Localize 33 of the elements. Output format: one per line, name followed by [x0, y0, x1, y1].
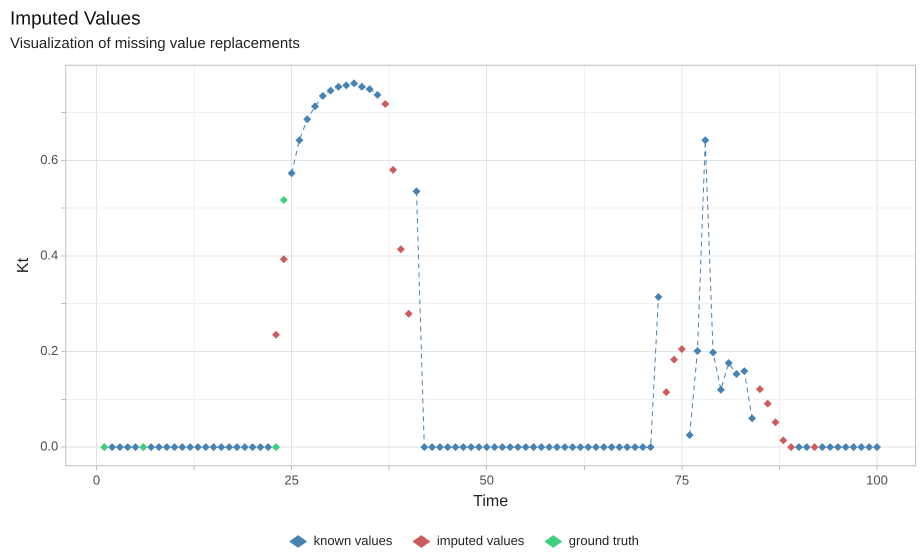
point — [389, 166, 398, 174]
chart-subtitle: Visualization of missing value replacements — [10, 34, 300, 52]
point — [404, 310, 413, 318]
x-axis-title: Time — [473, 492, 508, 510]
point — [772, 418, 780, 426]
point — [280, 255, 288, 264]
legend-label: ground truth — [568, 533, 639, 548]
point — [272, 330, 280, 339]
point — [678, 345, 686, 354]
x-tick-label: 75 — [674, 472, 690, 488]
x-tick-label: 100 — [866, 472, 888, 488]
x-tick-label: 50 — [480, 472, 494, 488]
point — [272, 443, 280, 452]
y-tick-label: 0.6 — [40, 152, 58, 167]
y-axis-title: Kt — [15, 257, 32, 274]
point — [756, 385, 764, 394]
point — [662, 388, 670, 396]
y-tick-label: 0.0 — [40, 438, 58, 454]
point — [779, 436, 788, 444]
point — [764, 400, 772, 408]
x-tick-label: 0 — [92, 472, 100, 488]
legend-label: known values — [314, 533, 393, 548]
x-tick-label: 25 — [284, 472, 299, 488]
point — [396, 245, 405, 254]
point — [381, 100, 390, 108]
legend-label: imputed values — [436, 533, 525, 548]
point — [810, 443, 819, 452]
point — [670, 356, 678, 364]
y-tick-label: 0.2 — [40, 343, 58, 358]
chart-title: Imputed Values — [10, 8, 141, 30]
y-tick-label: 0.4 — [40, 248, 58, 263]
point — [280, 196, 288, 204]
point — [787, 443, 796, 452]
